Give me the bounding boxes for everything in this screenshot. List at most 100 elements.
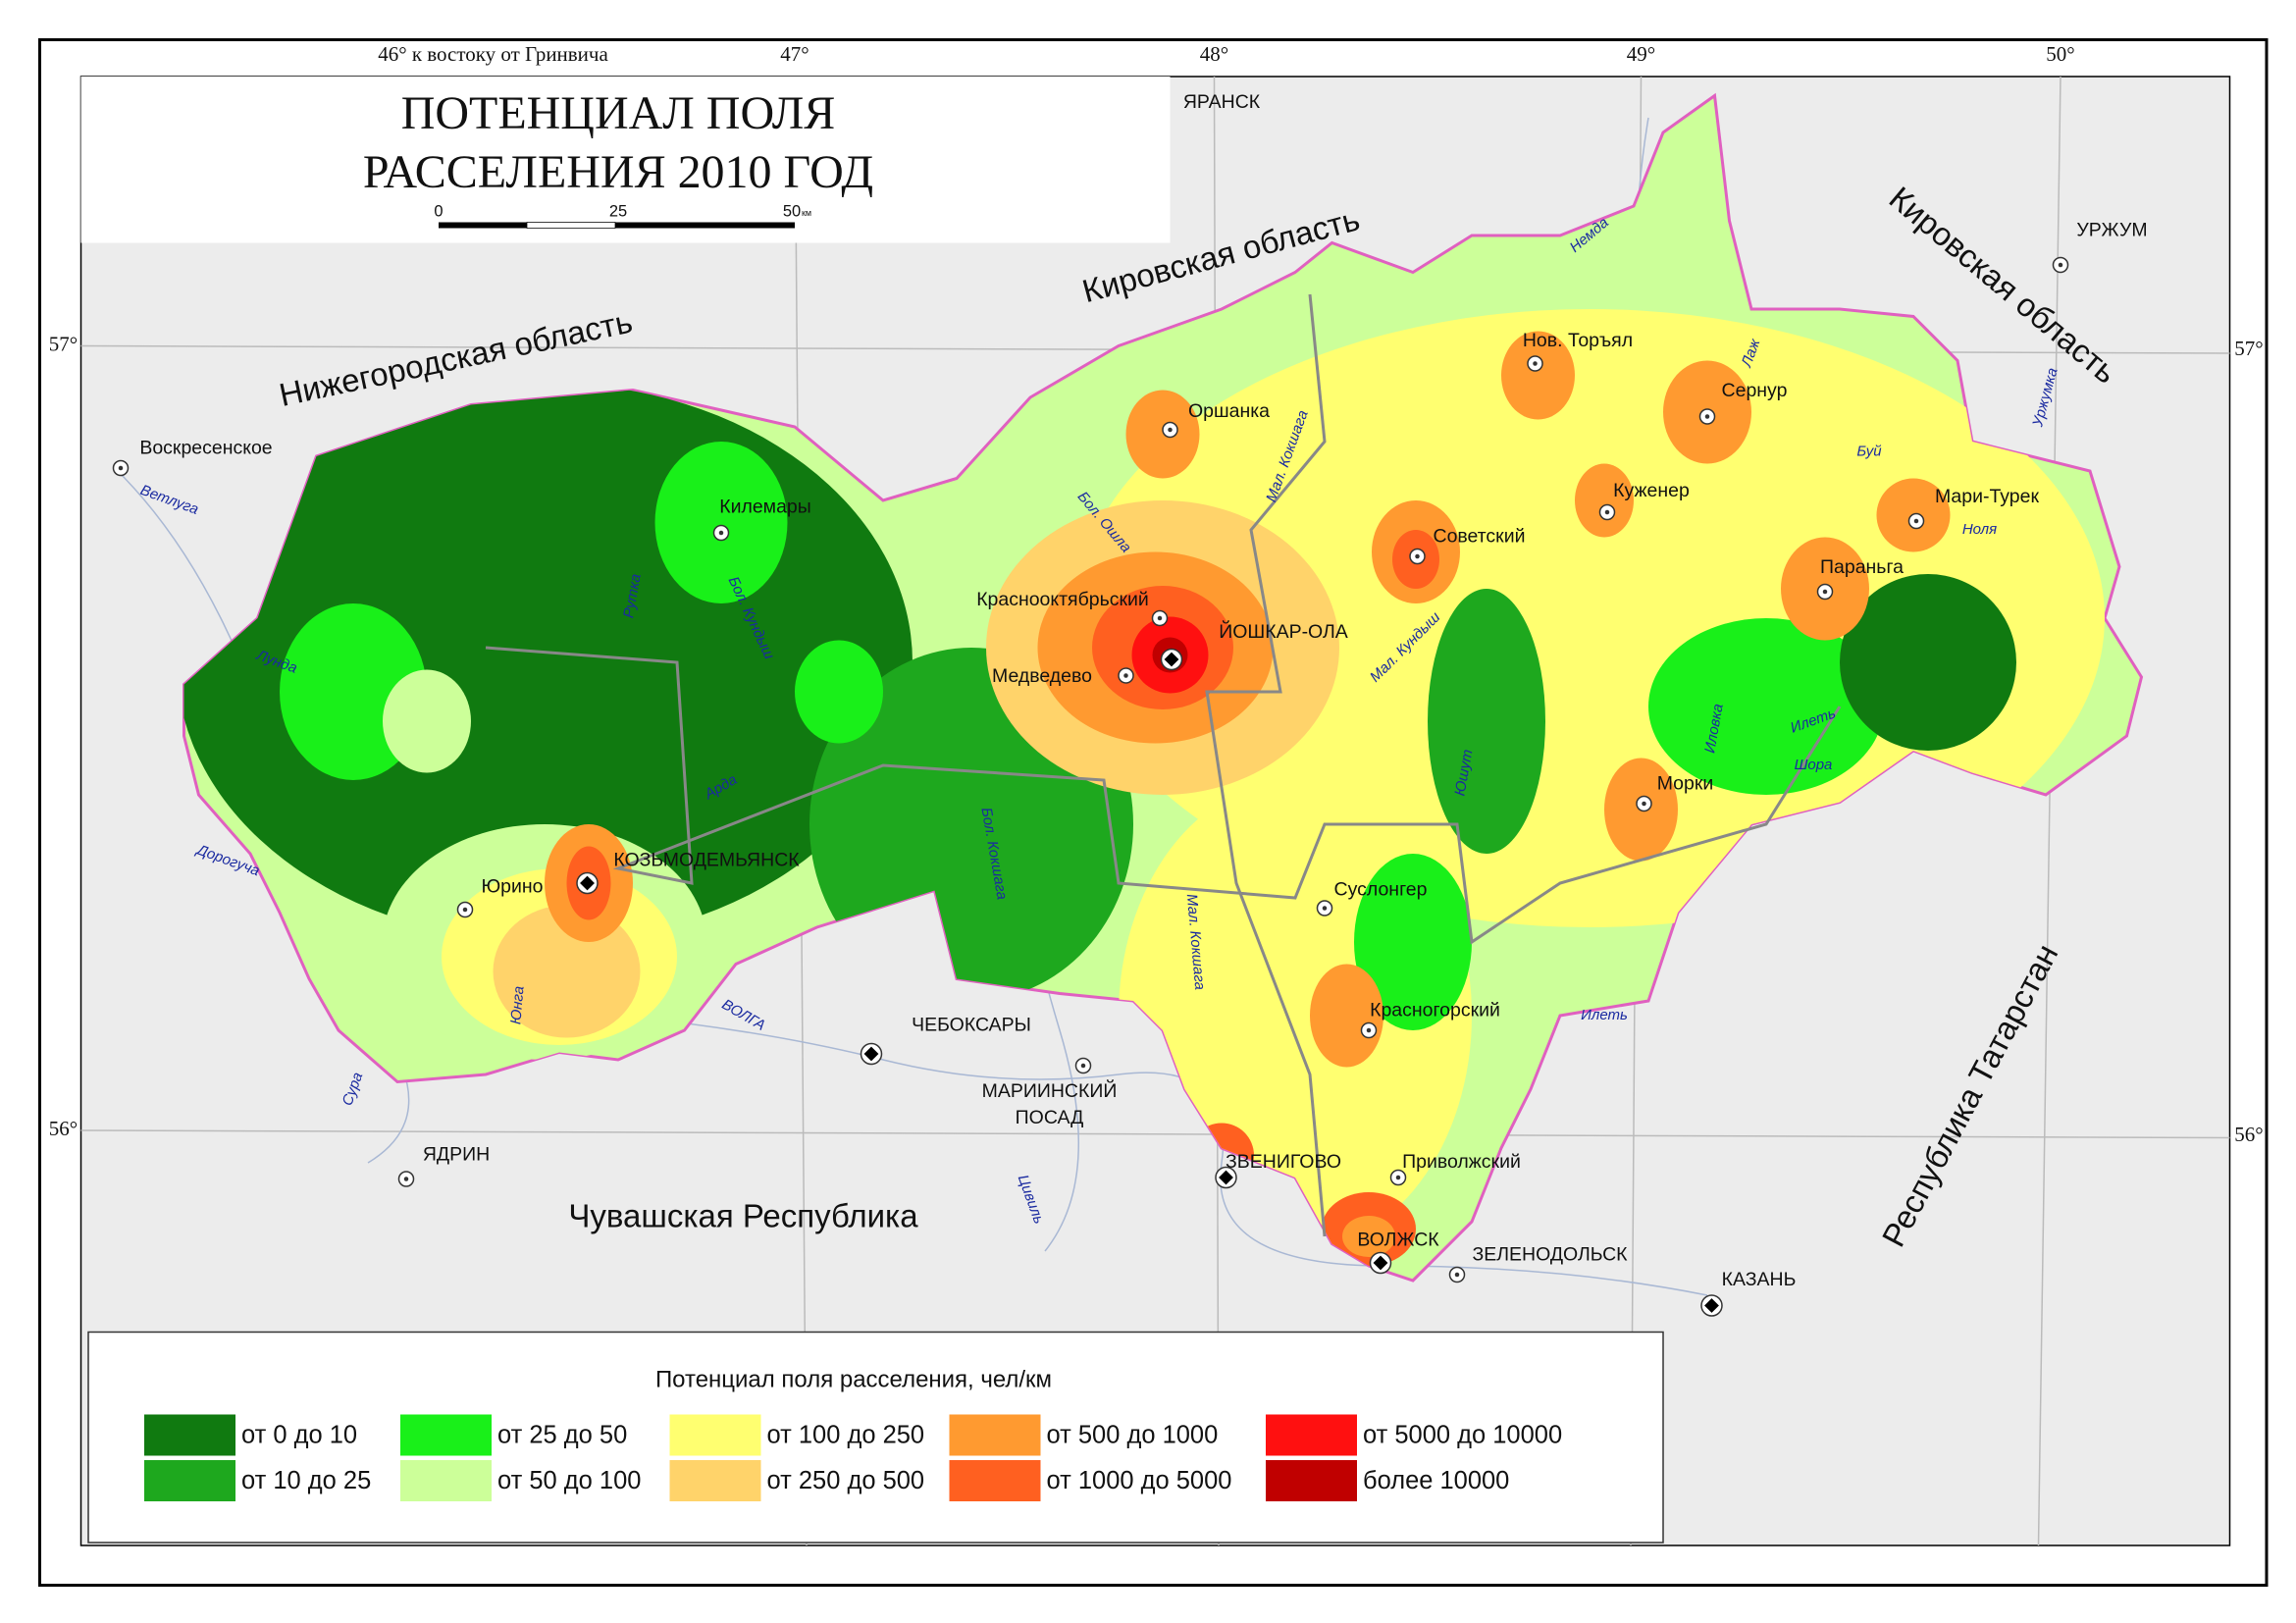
- potential-zone: [1125, 390, 1200, 479]
- graticule-label: 57°: [2234, 337, 2263, 360]
- city-name: Суслонгер: [1334, 879, 1428, 901]
- legend-swatch: [1265, 1459, 1357, 1501]
- scale-segment: [615, 222, 796, 229]
- city-dot: [118, 465, 124, 471]
- potential-zone: [1427, 588, 1545, 854]
- potential-field: [183, 308, 2105, 1266]
- city-name: Краснооктябрьский: [976, 589, 1149, 610]
- scale-segment: [526, 222, 616, 229]
- city-name: Медведево: [992, 665, 1092, 687]
- legend-label: от 10 до 25: [241, 1467, 371, 1494]
- graticule-label: 48°: [1200, 42, 1228, 66]
- city-name: ЯДРИН: [423, 1144, 490, 1166]
- city-name: Оршанка: [1188, 400, 1270, 422]
- city-dot: [1454, 1272, 1460, 1278]
- city-name: ЙОШКАР-ОЛА: [1219, 619, 1348, 643]
- city-dot: [1080, 1063, 1086, 1069]
- city-dot: [1913, 518, 1919, 524]
- river-name: Юнга: [507, 985, 527, 1024]
- potential-zone: [1353, 853, 1472, 1030]
- city-name: Приволжский: [1402, 1151, 1521, 1173]
- legend-label: от 0 до 10: [241, 1422, 357, 1449]
- legend-swatch: [400, 1459, 493, 1501]
- region-name: Чувашская Республика: [568, 1198, 918, 1234]
- city-name: Юрино: [481, 876, 543, 898]
- river-name: Буй: [1856, 443, 1882, 459]
- legend-title: Потенциал поля расселения, чел/км: [655, 1366, 1052, 1392]
- legend-label: от 500 до 1000: [1047, 1422, 1219, 1449]
- city-name: КАЗАНЬ: [1722, 1269, 1797, 1290]
- city-dot: [2058, 262, 2063, 268]
- river-name: Ноля: [1962, 521, 1997, 538]
- graticule-label: 57°: [49, 332, 78, 355]
- graticule-label: 46° к востоку от Гринвича: [378, 42, 608, 66]
- legend-swatch: [669, 1414, 761, 1456]
- legend-swatch: [949, 1459, 1041, 1501]
- potential-zone: [654, 441, 788, 603]
- capital-marker: [1704, 1298, 1719, 1313]
- city-name: ЯРАНСК: [1183, 91, 1261, 113]
- legend-box: [87, 1331, 1664, 1544]
- capital-marker: [1373, 1255, 1388, 1271]
- potential-zone: [1574, 463, 1634, 538]
- city-dot: [1157, 615, 1163, 621]
- legend-swatch: [400, 1414, 493, 1456]
- city-name: ПОСАД: [1016, 1107, 1084, 1128]
- city-name: Нов. Торъял: [1523, 330, 1633, 351]
- capital-marker: [580, 875, 595, 891]
- scale-label: 25: [609, 202, 627, 220]
- potential-zone: [1341, 1215, 1395, 1257]
- city-name: Мари-Турек: [1935, 486, 2039, 507]
- city-name: ЗВЕНИГОВО: [1226, 1151, 1341, 1173]
- city-name: МАРИИНСКИЙ: [982, 1078, 1118, 1102]
- potential-zone: [383, 669, 472, 773]
- scale-label: 0: [434, 202, 443, 220]
- capital-marker: [863, 1046, 879, 1062]
- potential-zone: [1309, 964, 1383, 1068]
- city-dot: [1366, 1027, 1372, 1033]
- river-name: Илеть: [1581, 1007, 1628, 1023]
- river-name: Шора: [1795, 757, 1833, 773]
- legend-label: более 10000: [1363, 1467, 1509, 1494]
- city-dot: [1704, 414, 1710, 419]
- graticule-label: 49°: [1627, 42, 1655, 66]
- graticule-label: 56°: [49, 1117, 78, 1140]
- legend-label: от 5000 до 10000: [1363, 1422, 1562, 1449]
- scale-label: 50: [783, 202, 801, 220]
- legend-swatch: [669, 1459, 761, 1501]
- title-box: [80, 76, 1171, 243]
- city-dot: [1604, 509, 1610, 515]
- legend-label: от 25 до 50: [497, 1422, 627, 1449]
- legend-label: от 1000 до 5000: [1047, 1467, 1232, 1494]
- capital-marker: [1219, 1170, 1233, 1185]
- map-title: ПОТЕНЦИАЛ ПОЛЯ: [401, 87, 836, 139]
- potential-zone: [1647, 617, 1884, 795]
- city-dot: [1123, 673, 1128, 678]
- map-title: РАССЕЛЕНИЯ 2010 ГОД: [363, 146, 873, 198]
- legend-label: от 50 до 100: [497, 1467, 641, 1494]
- graticule-label: 50°: [2046, 42, 2074, 66]
- city-name: Параньга: [1820, 556, 1904, 578]
- scale-bar: [439, 222, 796, 229]
- city-name: ЗЕЛЕНОДОЛЬСК: [1472, 1244, 1628, 1266]
- legend-swatch: [144, 1459, 236, 1501]
- city-name: КОЗЬМОДЕМЬЯНСК: [613, 850, 800, 871]
- city-name: УРЖУМ: [2076, 220, 2147, 241]
- city-dot: [1322, 906, 1328, 911]
- scale-segment: [439, 222, 528, 229]
- city-dot: [403, 1177, 409, 1181]
- city-dot: [1533, 361, 1538, 366]
- potential-zone: [1074, 308, 2105, 927]
- city-dot: [1822, 589, 1828, 595]
- city-name: ЧЕБОКСАРЫ: [912, 1015, 1031, 1036]
- graticule-label: 56°: [2234, 1123, 2263, 1146]
- legend-swatch: [949, 1414, 1041, 1456]
- city-name: Красногорский: [1370, 1000, 1500, 1021]
- potential-zone: [1500, 331, 1575, 420]
- city-name: Советский: [1434, 526, 1526, 548]
- city-name: Сернур: [1722, 380, 1788, 401]
- city-dot: [1415, 553, 1420, 559]
- scale-label: км: [802, 208, 811, 218]
